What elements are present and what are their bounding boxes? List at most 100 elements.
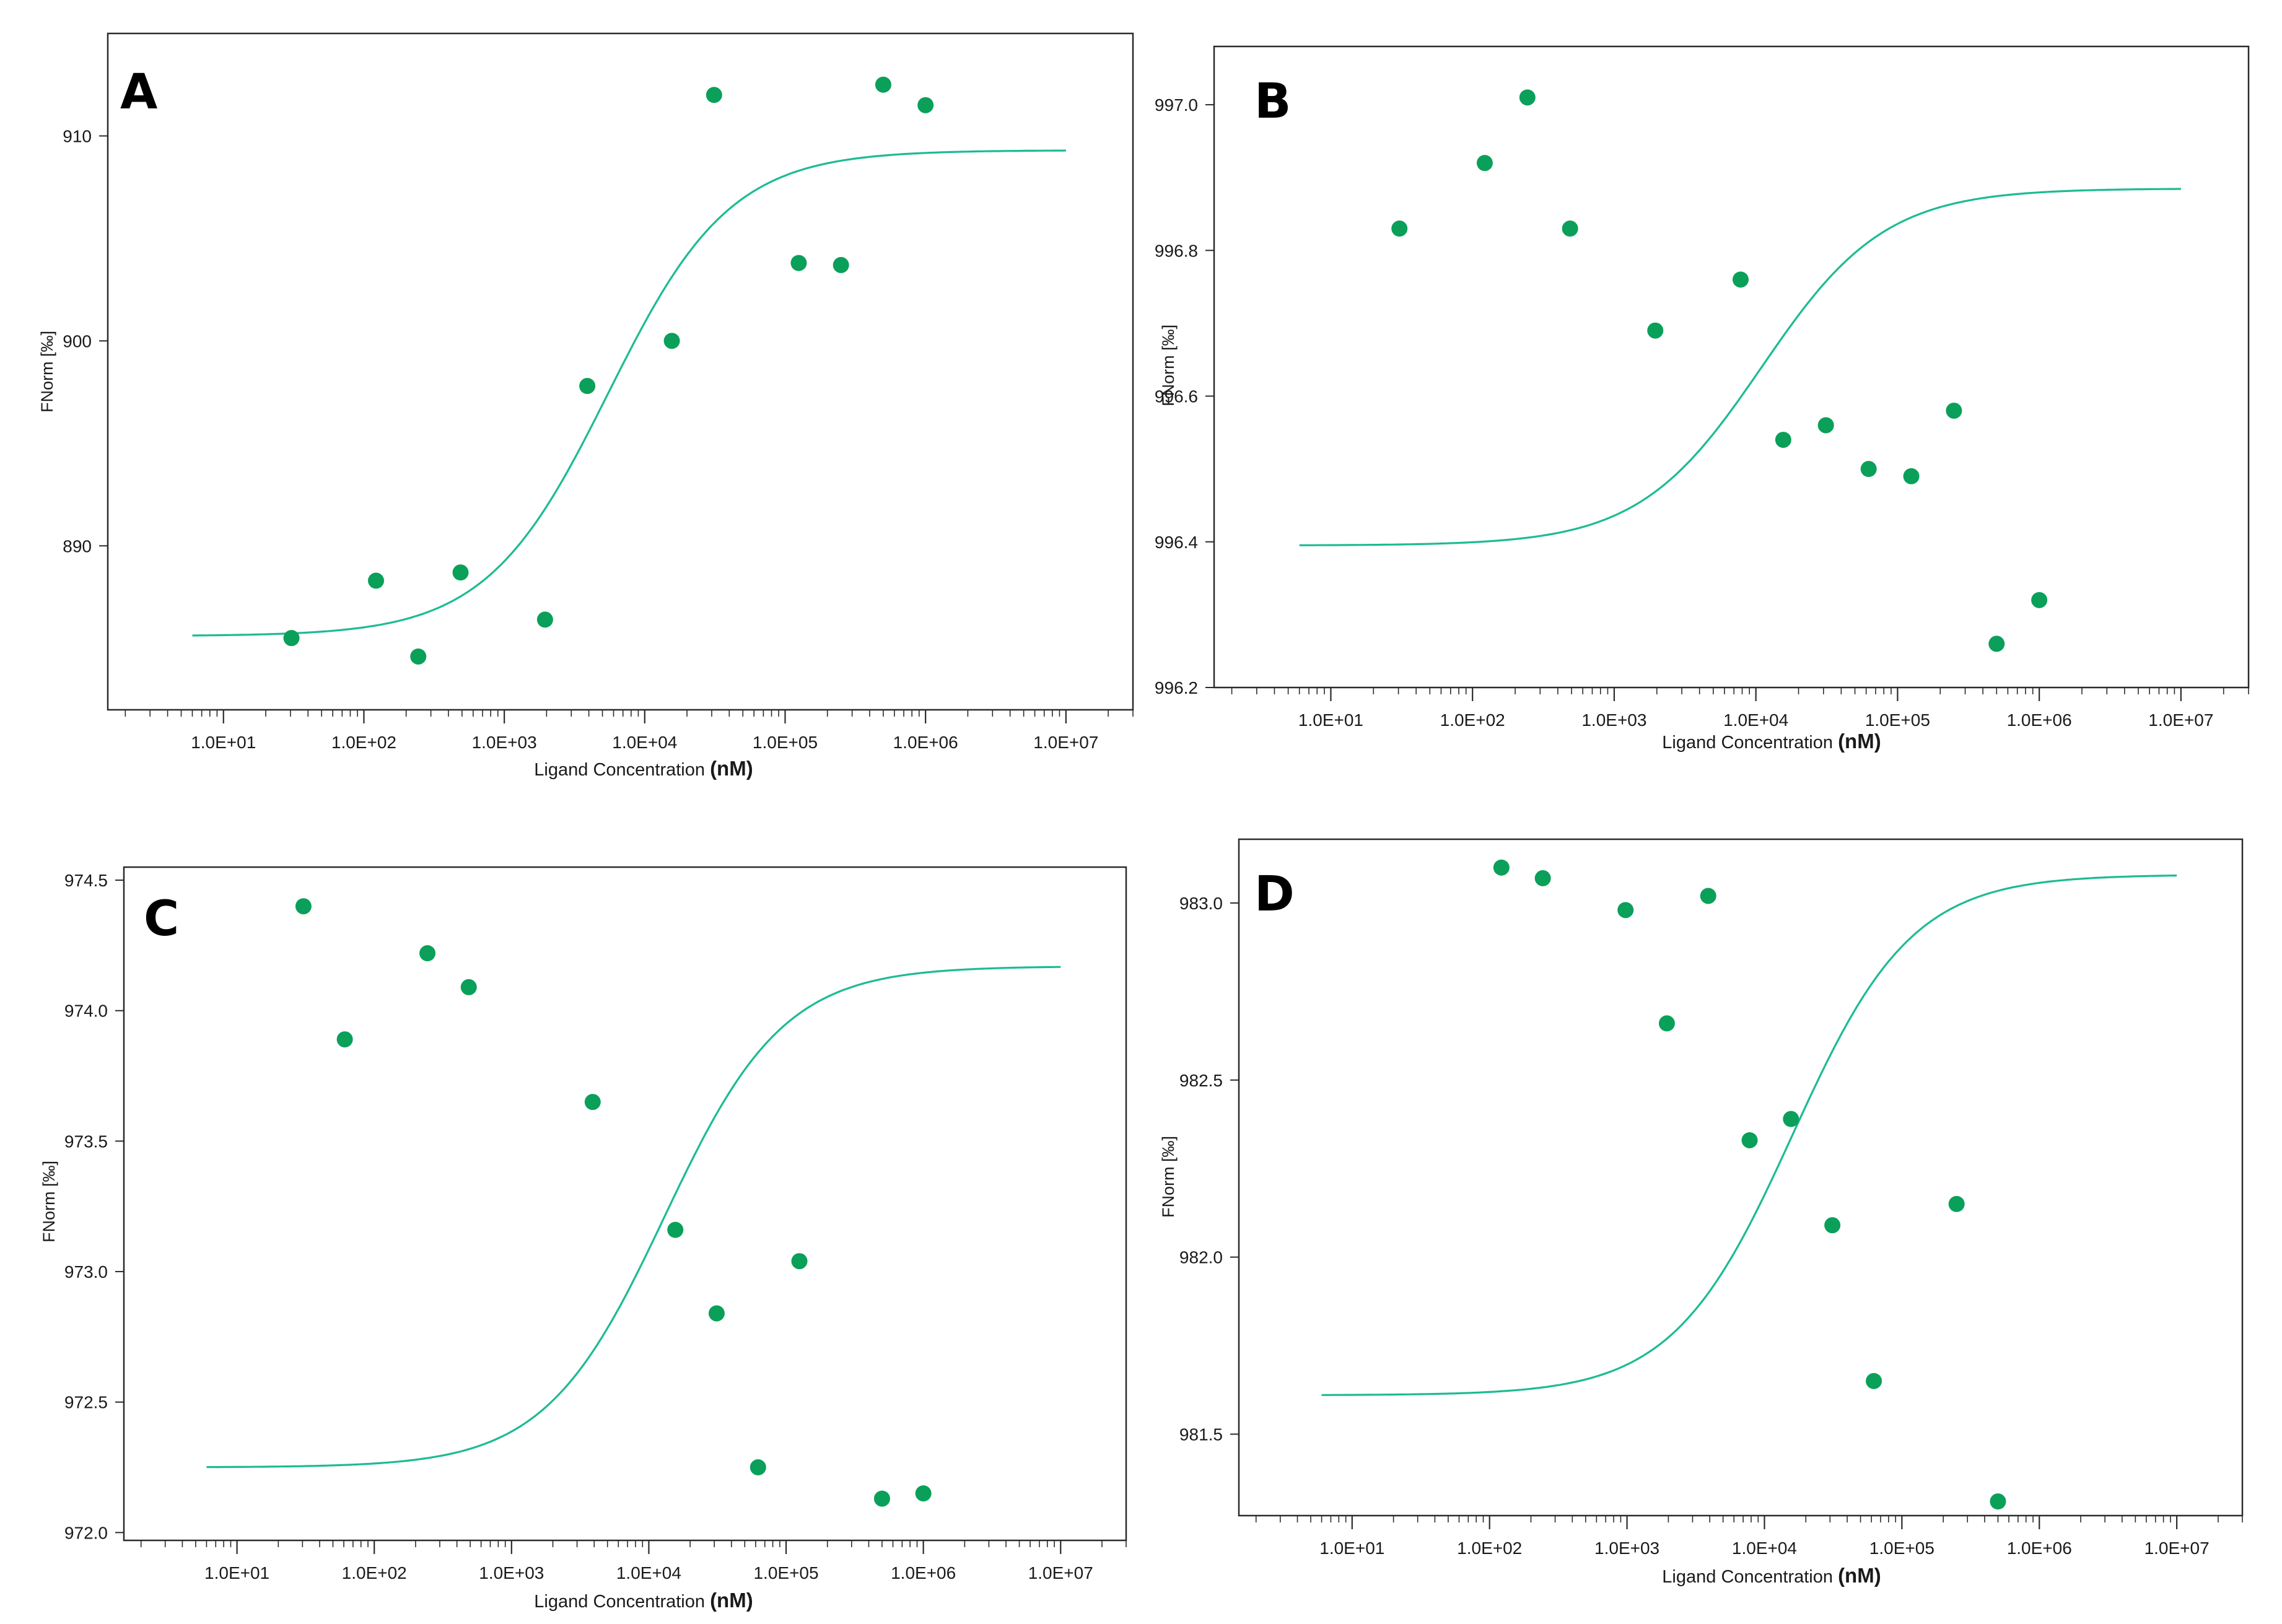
panel-label: B xyxy=(1254,74,1291,129)
y-tick-label: 982.5 xyxy=(1179,1071,1223,1090)
y-axis-label: FNorm [‰] xyxy=(1159,325,1178,406)
data-point xyxy=(706,87,722,103)
x-tick-label: 1.0E+06 xyxy=(2007,710,2072,730)
y-tick-label: 973.0 xyxy=(64,1262,108,1281)
data-point xyxy=(460,979,477,995)
plot-frame xyxy=(123,866,1127,1542)
y-tick-label: 972.0 xyxy=(64,1523,108,1542)
x-tick-label: 1.0E+02 xyxy=(342,1563,407,1583)
x-tick-label: 1.0E+02 xyxy=(1457,1539,1522,1558)
y-tick-label: 981.5 xyxy=(1179,1425,1223,1444)
data-point xyxy=(295,898,312,915)
y-tick-label: 997.0 xyxy=(1155,95,1198,115)
panel-label: A xyxy=(120,64,157,120)
plot-frame xyxy=(1238,838,2244,1517)
data-point xyxy=(667,1221,684,1238)
data-point xyxy=(1647,322,1664,339)
data-point xyxy=(1700,888,1716,904)
y-tick-label: 983.0 xyxy=(1179,894,1223,913)
chart-panel-a: A 890 900 910 1.0E+01 1.0E+02 1.0E+03 1.0E+04 1.… xyxy=(38,32,1134,780)
data-point xyxy=(875,76,891,93)
fit-curve xyxy=(206,966,1061,1469)
data-point xyxy=(790,255,807,271)
data-point xyxy=(1783,1111,1799,1127)
data-point xyxy=(873,1490,890,1507)
data-point xyxy=(1741,1132,1758,1148)
chart-panel-b: B 996.2 996.4 996.6 996.8 997.0 1.0E+01 1.0E+02… xyxy=(1155,45,2250,753)
y-axis-label: FNorm [‰] xyxy=(40,1161,58,1242)
fit-curve xyxy=(1321,874,2177,1396)
data-point xyxy=(2031,592,2048,608)
y-tick-label: 973.5 xyxy=(64,1132,108,1151)
data-point xyxy=(915,1485,932,1502)
data-point xyxy=(1775,432,1791,448)
data-point xyxy=(663,333,680,349)
y-tick-label: 910 xyxy=(63,126,92,146)
x-tick-label: 1.0E+04 xyxy=(1723,710,1788,730)
panel-label: D xyxy=(1254,867,1295,922)
x-tick-label: 1.0E+06 xyxy=(891,1563,956,1583)
data-point xyxy=(1866,1373,1882,1389)
data-point xyxy=(1519,89,1536,106)
y-tick-label: 982.0 xyxy=(1179,1248,1223,1267)
data-point xyxy=(1562,220,1578,237)
data-point xyxy=(791,1253,808,1270)
fit-curve xyxy=(1299,188,2181,546)
data-point xyxy=(1990,1493,2006,1510)
data-point xyxy=(833,256,849,273)
y-tick-label: 996.2 xyxy=(1155,678,1198,697)
x-axis-label: Ligand Concentration (nM) xyxy=(534,1589,753,1612)
x-tick-label: 1.0E+05 xyxy=(1869,1539,1934,1558)
data-point xyxy=(1534,870,1551,886)
x-tick-label: 1.0E+07 xyxy=(1033,733,1098,752)
y-tick-label: 974.5 xyxy=(64,871,108,890)
data-point xyxy=(917,97,934,113)
data-point xyxy=(368,572,385,589)
x-tick-label: 1.0E+06 xyxy=(2007,1539,2072,1558)
x-tick-label: 1.0E+05 xyxy=(1865,710,1930,730)
chart-panel-d: D 981.5 982.0 982.5 983.0 1.0E+01 1.0E+02 1.0E+… xyxy=(1159,838,2244,1587)
fit-curve xyxy=(192,149,1066,637)
x-axis-label: Ligand Concentration (nM) xyxy=(1662,730,1881,753)
data-point xyxy=(1860,461,1877,478)
x-tick-label: 1.0E+01 xyxy=(191,733,256,752)
x-tick-label: 1.0E+05 xyxy=(753,733,818,752)
y-tick-label: 972.5 xyxy=(64,1393,108,1412)
plot-frame xyxy=(1213,45,2250,689)
data-point xyxy=(1948,1195,1965,1212)
y-tick-label: 890 xyxy=(63,536,92,556)
x-tick-label: 1.0E+04 xyxy=(1732,1539,1797,1558)
x-tick-label: 1.0E+07 xyxy=(2144,1539,2210,1558)
data-point xyxy=(1988,635,2005,652)
y-tick-label: 996.8 xyxy=(1155,241,1198,260)
data-point xyxy=(536,611,553,628)
data-point xyxy=(1476,155,1493,172)
data-point xyxy=(452,564,469,581)
data-point xyxy=(750,1459,766,1476)
x-tick-label: 1.0E+01 xyxy=(204,1563,269,1583)
x-tick-label: 1.0E+03 xyxy=(1581,710,1646,730)
x-tick-label: 1.0E+02 xyxy=(331,733,396,752)
x-tick-label: 1.0E+03 xyxy=(1594,1539,1659,1558)
x-tick-label: 1.0E+03 xyxy=(472,733,537,752)
data-point xyxy=(1617,902,1634,919)
data-point xyxy=(579,378,596,395)
data-point xyxy=(1946,403,1962,419)
data-point xyxy=(1824,1217,1841,1234)
x-tick-label: 1.0E+05 xyxy=(753,1563,818,1583)
x-tick-label: 1.0E+04 xyxy=(612,733,677,752)
x-axis-label: Ligand Concentration (nM) xyxy=(534,757,753,780)
y-axis-label: FNorm [‰] xyxy=(1159,1136,1178,1218)
x-tick-label: 1.0E+03 xyxy=(479,1563,544,1583)
y-tick-label: 996.6 xyxy=(1155,387,1198,406)
data-point xyxy=(1391,220,1408,237)
data-point xyxy=(584,1094,601,1111)
y-axis-label: FNorm [‰] xyxy=(38,331,56,413)
data-point xyxy=(283,630,300,647)
x-tick-label: 1.0E+01 xyxy=(1319,1539,1384,1558)
data-point xyxy=(1493,859,1510,876)
y-tick-label: 996.4 xyxy=(1155,533,1198,552)
chart-panel-c: C 972.0 972.5 973.0 973.5 974.0 974.5 1.0E+01 1.… xyxy=(40,866,1127,1612)
x-tick-label: 1.0E+02 xyxy=(1440,710,1505,730)
